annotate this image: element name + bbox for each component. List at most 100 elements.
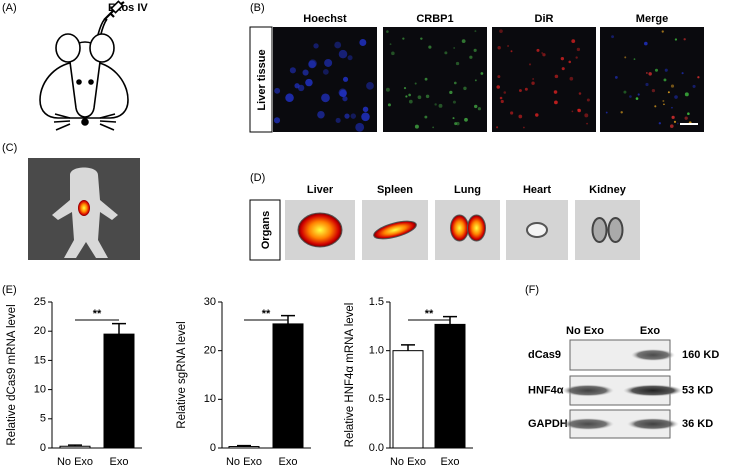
signal-dot	[497, 75, 501, 79]
signal-dot	[321, 93, 330, 103]
column-label: Hoechst	[303, 13, 347, 25]
size-label: 53 KD	[682, 384, 713, 396]
blot-band	[562, 418, 614, 430]
row-box	[249, 26, 273, 133]
signal-dot	[499, 29, 503, 33]
bar	[434, 323, 466, 449]
signal-dot	[500, 99, 504, 104]
signal-dot	[663, 78, 667, 82]
signal-dot	[541, 52, 544, 54]
panel-label: (D)	[250, 172, 265, 184]
signal-dot	[578, 92, 582, 95]
bar	[272, 323, 304, 449]
signal-dot	[473, 48, 477, 52]
y-tick-label: 0	[210, 442, 216, 454]
y-tick-label: 10	[204, 393, 216, 405]
signal-dot	[684, 92, 689, 97]
blot-band	[623, 384, 683, 397]
y-axis-label: Relative sgRNA level	[176, 321, 188, 428]
organ-signal	[297, 212, 343, 248]
organ-signal	[467, 214, 486, 242]
signal-dot	[671, 115, 675, 119]
micrograph	[600, 27, 704, 132]
y-tick-label: 10	[34, 384, 46, 396]
signal-dot	[586, 122, 588, 125]
panel-label: (C)	[2, 142, 17, 154]
column-label: CRBP1	[416, 13, 453, 25]
signal-dot	[273, 117, 281, 124]
signal-dot	[646, 72, 648, 74]
column-label: Kidney	[589, 184, 627, 196]
signal-dot	[510, 111, 514, 115]
signal-dot	[528, 63, 532, 66]
signal-dot	[663, 103, 665, 106]
liver-signal	[78, 200, 90, 216]
signal-dot	[480, 72, 484, 75]
size-label: 36 KD	[682, 418, 713, 430]
signal-dot	[651, 88, 656, 93]
size-label: 160 KD	[682, 349, 719, 361]
bar	[103, 333, 135, 449]
signal-dot	[366, 81, 374, 90]
signal-dot	[456, 121, 460, 126]
blot-band	[562, 384, 614, 397]
signal-dot	[405, 95, 408, 98]
signal-dot	[414, 82, 417, 85]
signal-dot	[455, 61, 460, 66]
blot-band	[627, 418, 679, 430]
row-label: Liver tissue	[256, 49, 268, 110]
signal-dot	[324, 58, 333, 67]
y-tick-label: 5	[40, 413, 46, 425]
signal-dot	[342, 76, 349, 82]
micrograph	[492, 27, 596, 132]
x-tick-label: No Exo	[390, 456, 426, 468]
signal-dot	[289, 67, 296, 74]
organ-signal	[373, 220, 417, 240]
signal-dot	[496, 85, 501, 89]
signal-dot	[536, 48, 540, 52]
signal-dot	[662, 100, 665, 102]
signal-dot	[569, 76, 574, 81]
y-tick-label: 20	[34, 325, 46, 337]
signal-dot	[389, 43, 392, 46]
signal-dot	[629, 95, 632, 98]
signal-dot	[420, 37, 423, 40]
signal-dot	[387, 103, 391, 107]
signal-dot	[644, 41, 648, 46]
signal-dot	[453, 81, 457, 85]
signal-dot	[344, 113, 350, 119]
signal-dot	[510, 50, 513, 53]
column-label: Merge	[636, 13, 668, 25]
signal-dot	[571, 39, 576, 44]
column-label: Spleen	[377, 184, 413, 196]
signal-dot	[684, 116, 688, 120]
signal-dot	[523, 126, 525, 129]
signal-dot	[535, 113, 539, 117]
signal-dot	[560, 57, 565, 61]
signal-dot	[496, 126, 499, 129]
signal-dot	[391, 51, 395, 56]
y-axis-label: Relative HNF4α mRNA level	[344, 303, 356, 448]
signal-dot	[339, 89, 347, 98]
column-label: DiR	[535, 13, 554, 25]
y-tick-label: 1.5	[369, 296, 384, 308]
significance-label: **	[425, 308, 434, 320]
signal-dot	[671, 106, 673, 109]
signal-dot	[474, 30, 477, 33]
signal-dot	[524, 87, 528, 91]
signal-dot	[518, 114, 523, 119]
panel-label: (A)	[2, 2, 17, 14]
signal-dot	[578, 108, 581, 111]
y-tick-label: 0.5	[369, 393, 384, 405]
signal-dot	[452, 100, 456, 104]
signal-dot	[402, 37, 405, 40]
micrograph	[383, 27, 487, 132]
row-label: Organs	[260, 211, 272, 250]
signal-dot	[347, 55, 353, 61]
signal-dot	[338, 49, 348, 59]
signal-dot	[424, 77, 428, 81]
signal-dot	[697, 76, 700, 79]
signal-dot	[385, 87, 390, 92]
signal-dot	[611, 35, 614, 39]
signal-dot	[454, 122, 458, 126]
